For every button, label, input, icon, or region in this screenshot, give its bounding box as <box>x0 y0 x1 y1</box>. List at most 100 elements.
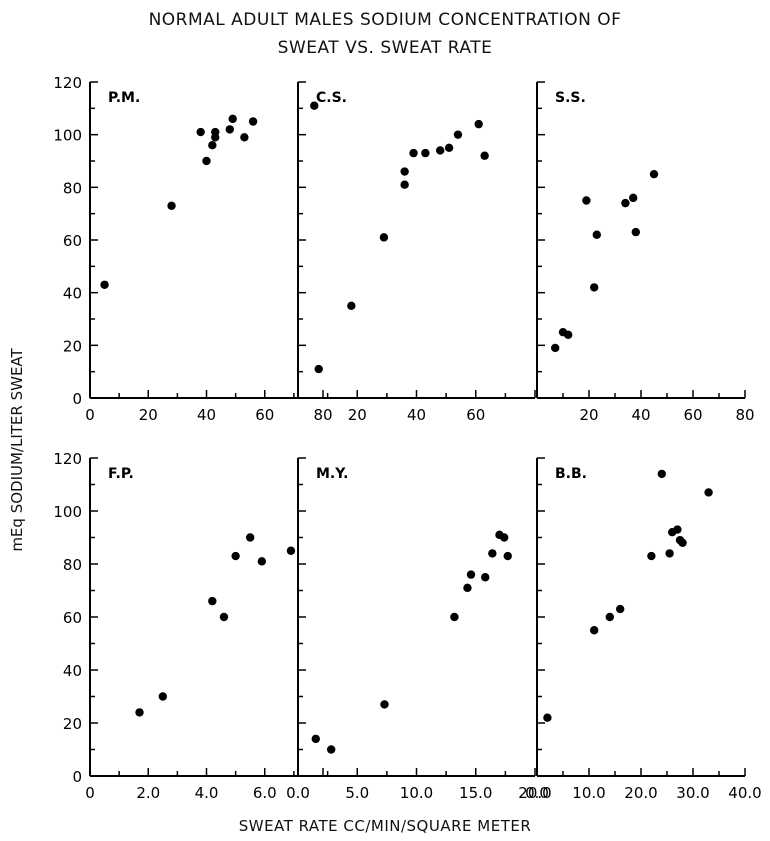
panel-label: M.Y. <box>316 466 348 482</box>
data-point <box>582 196 591 205</box>
data-point <box>421 148 430 158</box>
y-tick-label: 0 <box>72 390 82 408</box>
data-point <box>616 604 625 614</box>
data-point <box>409 148 418 158</box>
y-tick-label: 100 <box>53 503 82 521</box>
x-tick-label: 0 <box>85 784 95 802</box>
data-point <box>225 125 234 134</box>
data-point <box>704 488 713 497</box>
y-tick-label: 80 <box>63 556 82 574</box>
data-point <box>311 734 320 744</box>
data-point <box>196 127 205 137</box>
data-point <box>100 280 109 289</box>
y-axis-label: mEq SODIUM/LITER SWEAT <box>8 348 26 552</box>
x-tick-label: 6.0 <box>253 784 277 802</box>
x-tick-label: 60 <box>255 406 274 424</box>
x-tick-label: 20 <box>139 406 158 424</box>
chart-title-line-1: NORMAL ADULT MALES SODIUM CONCENTRATION … <box>148 10 622 30</box>
x-tick-label: 40 <box>197 406 216 424</box>
data-point <box>326 745 336 754</box>
y-tick-label: 60 <box>63 232 82 250</box>
data-point <box>665 549 674 558</box>
panel-label: C.S. <box>316 90 347 106</box>
data-point <box>466 570 476 579</box>
data-point <box>158 692 168 701</box>
panel-label: F.P. <box>108 466 134 482</box>
data-point <box>647 551 656 561</box>
panel-label: P.M. <box>108 90 140 106</box>
data-point <box>649 169 659 179</box>
data-point <box>480 151 489 160</box>
data-point <box>590 626 599 635</box>
data-point <box>167 201 176 210</box>
y-axis-label-container: mEq SODIUM/LITER SWEAT <box>6 340 28 560</box>
x-axis-label: SWEAT RATE CC/MIN/SQUARE METER <box>238 817 532 835</box>
data-point <box>436 146 445 155</box>
data-point <box>400 180 409 189</box>
data-point <box>248 117 258 126</box>
data-point <box>240 133 249 142</box>
y-tick-label: 20 <box>63 715 82 733</box>
data-point <box>450 612 459 622</box>
data-point <box>257 557 267 566</box>
y-tick-label: 60 <box>63 609 82 627</box>
x-tick-label: 40.0 <box>728 784 761 802</box>
panel-label: S.S. <box>555 90 586 106</box>
data-point <box>481 573 490 582</box>
data-point <box>678 538 687 547</box>
data-point <box>592 230 601 239</box>
y-tick-label: 120 <box>53 74 82 92</box>
data-point <box>673 525 682 534</box>
data-point <box>286 546 296 555</box>
data-point <box>474 119 483 129</box>
x-tick-label: 0.0 <box>525 784 549 802</box>
y-tick-label: 40 <box>63 285 82 303</box>
data-point <box>499 533 509 542</box>
x-tick-label: 60 <box>683 406 702 424</box>
data-point <box>228 114 237 124</box>
x-tick-label: 10.0 <box>400 784 433 802</box>
data-point <box>211 133 220 142</box>
panel-label: B.B. <box>555 466 587 482</box>
data-point <box>503 551 512 561</box>
x-tick-label: 20 <box>579 406 598 424</box>
data-point <box>380 700 389 709</box>
data-point <box>631 227 640 237</box>
data-point <box>208 141 217 150</box>
data-point <box>605 612 614 622</box>
y-tick-label: 0 <box>72 768 82 786</box>
y-tick-label: 120 <box>53 450 82 468</box>
x-tick-label: 80 <box>313 406 332 424</box>
data-point <box>453 130 463 139</box>
x-tick-label: 15.0 <box>459 784 492 802</box>
y-tick-label: 100 <box>53 127 82 145</box>
x-tick-label: 20.0 <box>518 784 551 802</box>
data-point <box>314 364 323 374</box>
y-tick-label: 20 <box>63 337 82 355</box>
x-tick-label: 20 <box>348 406 367 424</box>
x-tick-label: 40 <box>631 406 650 424</box>
x-tick-label: 10.0 <box>572 784 605 802</box>
data-point <box>551 343 560 353</box>
data-point <box>245 533 255 542</box>
y-tick-label: 80 <box>63 179 82 197</box>
x-tick-label: 5.0 <box>345 784 369 802</box>
data-point <box>310 101 319 110</box>
x-tick-label: 80 <box>735 406 754 424</box>
data-point <box>488 549 497 558</box>
x-tick-label: 0.0 <box>286 784 310 802</box>
data-point <box>135 708 144 717</box>
x-tick-label: 30.0 <box>676 784 709 802</box>
x-tick-label: 4.0 <box>195 784 219 802</box>
data-point <box>444 143 454 153</box>
data-point <box>657 469 666 479</box>
data-point <box>621 198 630 208</box>
data-point <box>379 233 389 242</box>
data-point <box>347 301 356 311</box>
x-tick-label: 40 <box>407 406 426 424</box>
x-tick-label: 60 <box>466 406 485 424</box>
x-tick-label: 2.0 <box>136 784 160 802</box>
data-point <box>629 193 638 203</box>
data-point <box>463 583 472 593</box>
